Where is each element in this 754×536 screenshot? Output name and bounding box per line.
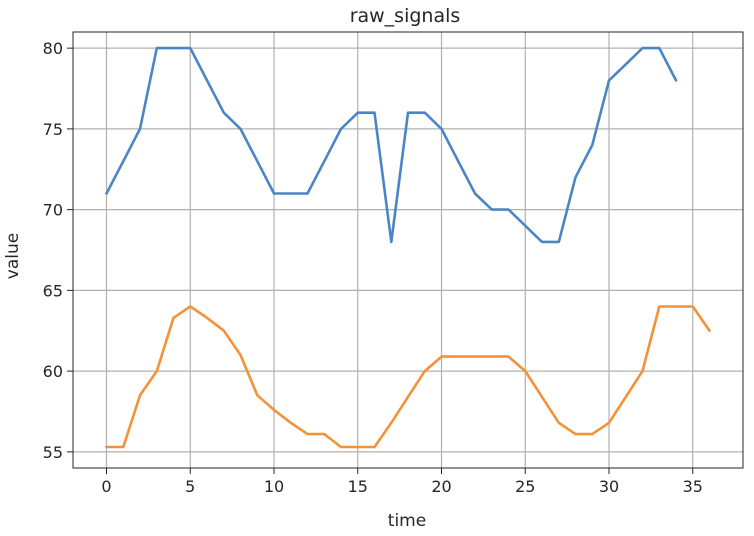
- x-tick-label: 15: [348, 477, 368, 496]
- x-tick-label: 35: [683, 477, 703, 496]
- x-tick-label: 25: [515, 477, 535, 496]
- x-axis-label: time: [388, 511, 426, 531]
- y-tick-label: 80: [43, 39, 63, 58]
- series-line-2: [105, 305, 711, 449]
- ticks: 0 5 10 15 20 25 30 35 55 60 65 70 75 80: [43, 39, 703, 496]
- grid: [73, 32, 743, 468]
- chart-title: raw_signals: [350, 5, 461, 27]
- y-tick-label: 60: [43, 362, 63, 381]
- x-tick-label: 10: [264, 477, 284, 496]
- x-tick-label: 0: [101, 477, 111, 496]
- series-layer: [105, 46, 711, 449]
- plot-frame: [72, 31, 744, 469]
- x-tick-label: 20: [431, 477, 451, 496]
- y-tick-label: 55: [43, 443, 63, 462]
- series-line-1: [105, 46, 678, 244]
- x-tick-label: 5: [185, 477, 195, 496]
- y-tick-label: 70: [43, 201, 63, 220]
- y-axis-label: value: [3, 233, 23, 279]
- y-tick-label: 65: [43, 281, 63, 300]
- y-tick-label: 75: [43, 120, 63, 139]
- x-tick-label: 30: [599, 477, 619, 496]
